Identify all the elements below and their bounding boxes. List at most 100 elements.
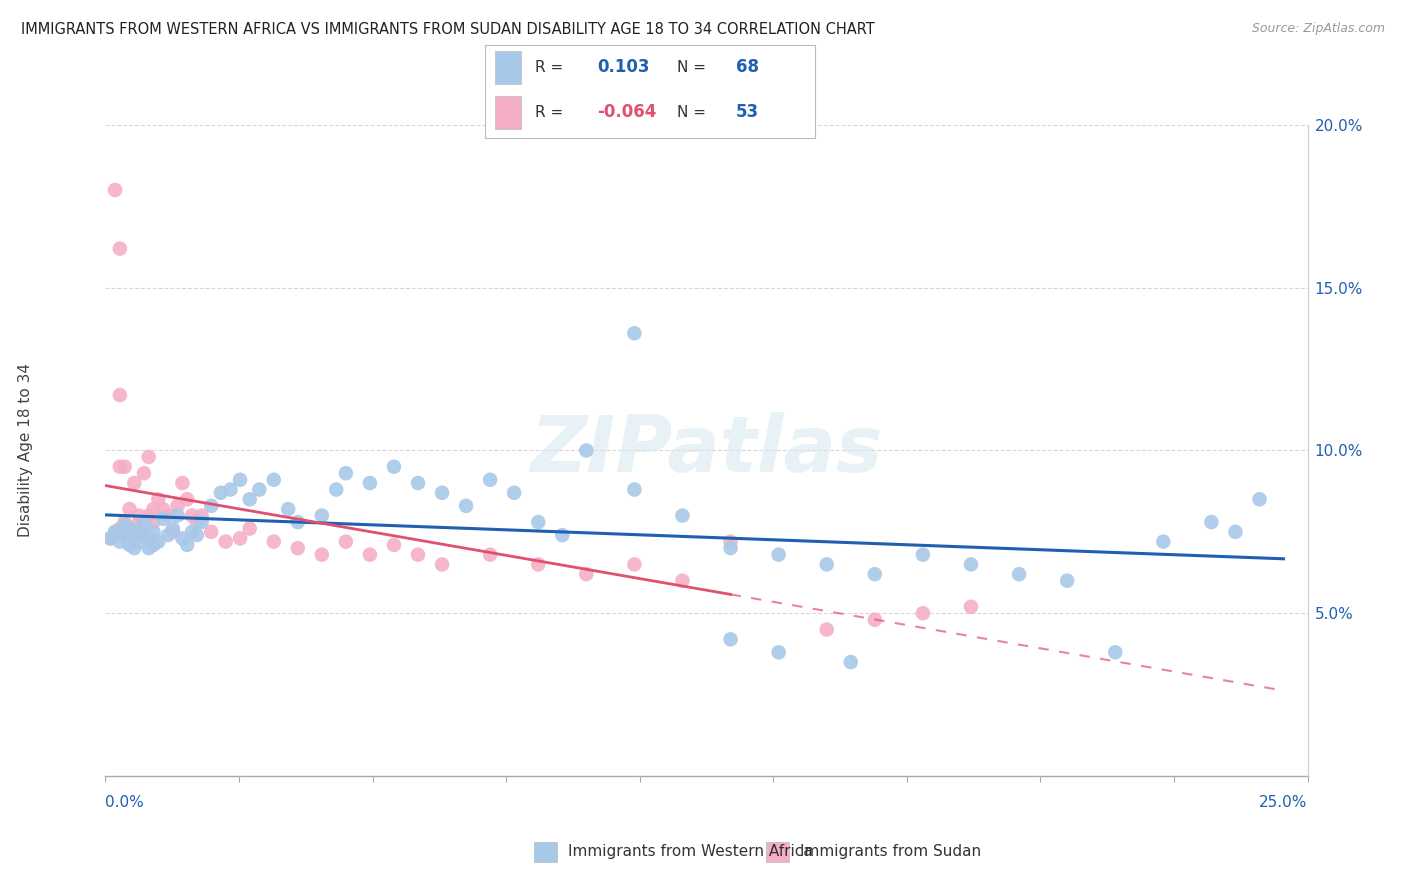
Point xyxy=(114,515,136,529)
Point xyxy=(124,532,146,546)
Point xyxy=(335,534,357,549)
Point xyxy=(152,502,174,516)
Point xyxy=(239,492,262,507)
Point xyxy=(209,485,232,500)
Text: R =: R = xyxy=(534,104,562,120)
Text: 0.0%: 0.0% xyxy=(105,796,145,810)
Point xyxy=(138,508,160,523)
Point xyxy=(768,645,790,659)
Point xyxy=(138,541,160,555)
Point xyxy=(142,515,165,529)
Point xyxy=(219,483,242,497)
Point xyxy=(720,541,742,555)
Text: -0.064: -0.064 xyxy=(598,103,657,121)
Point xyxy=(359,476,381,491)
Text: N =: N = xyxy=(676,104,706,120)
Point xyxy=(406,548,429,562)
Point xyxy=(1225,524,1247,539)
Point xyxy=(960,599,983,614)
Point xyxy=(247,483,270,497)
Text: Immigrants from Sudan: Immigrants from Sudan xyxy=(800,845,981,859)
Point xyxy=(671,574,693,588)
Point xyxy=(239,522,262,536)
Point xyxy=(623,558,645,572)
Point xyxy=(118,502,141,516)
Bar xyxy=(495,96,522,129)
Text: Source: ZipAtlas.com: Source: ZipAtlas.com xyxy=(1251,22,1385,36)
Point xyxy=(98,532,121,546)
Point xyxy=(128,524,150,539)
Point xyxy=(551,528,574,542)
Point xyxy=(229,532,252,546)
Text: 53: 53 xyxy=(737,103,759,121)
Point xyxy=(263,534,285,549)
Point xyxy=(108,242,131,256)
Point xyxy=(815,558,838,572)
Point xyxy=(132,528,155,542)
Point xyxy=(108,459,131,474)
Point xyxy=(359,548,381,562)
Point xyxy=(1104,645,1126,659)
Point xyxy=(214,534,236,549)
Point xyxy=(311,508,333,523)
Point xyxy=(118,524,141,539)
Point xyxy=(176,492,198,507)
Point xyxy=(1008,567,1031,582)
Point xyxy=(172,476,194,491)
Point xyxy=(671,508,693,523)
Point xyxy=(124,524,146,539)
Point xyxy=(118,522,141,536)
Point xyxy=(863,567,886,582)
Point xyxy=(503,485,526,500)
Point xyxy=(911,548,934,562)
Point xyxy=(148,492,170,507)
Point xyxy=(128,515,150,529)
Point xyxy=(104,524,127,539)
Point xyxy=(104,183,127,197)
Point xyxy=(263,473,285,487)
Point xyxy=(108,388,131,402)
Point xyxy=(138,532,160,546)
Point xyxy=(815,623,838,637)
Point xyxy=(229,473,252,487)
Point xyxy=(186,515,208,529)
Point xyxy=(287,515,309,529)
Point xyxy=(1056,574,1078,588)
Point xyxy=(190,508,212,523)
Point xyxy=(311,548,333,562)
Text: R =: R = xyxy=(534,60,562,75)
Text: N =: N = xyxy=(676,60,706,75)
Point xyxy=(430,558,453,572)
Point xyxy=(114,518,136,533)
Point xyxy=(152,512,174,526)
Point xyxy=(114,459,136,474)
Point xyxy=(190,515,212,529)
Point xyxy=(454,499,477,513)
Point xyxy=(382,459,405,474)
Point xyxy=(162,522,184,536)
Point xyxy=(124,541,146,555)
Point xyxy=(132,515,155,529)
Point xyxy=(527,558,550,572)
Text: IMMIGRANTS FROM WESTERN AFRICA VS IMMIGRANTS FROM SUDAN DISABILITY AGE 18 TO 34 : IMMIGRANTS FROM WESTERN AFRICA VS IMMIGR… xyxy=(21,22,875,37)
Point xyxy=(430,485,453,500)
Point xyxy=(839,655,862,669)
Point xyxy=(142,502,165,516)
Point xyxy=(142,538,165,552)
Point xyxy=(200,524,222,539)
Point xyxy=(1152,534,1174,549)
Point xyxy=(960,558,983,572)
Point xyxy=(200,499,222,513)
Point xyxy=(132,524,155,539)
Point xyxy=(527,515,550,529)
Point xyxy=(768,548,790,562)
Text: ZIPatlas: ZIPatlas xyxy=(530,412,883,489)
Point xyxy=(181,508,204,523)
Point xyxy=(118,538,141,552)
Point xyxy=(181,524,204,539)
Point xyxy=(382,538,405,552)
Point xyxy=(287,541,309,555)
Point xyxy=(1249,492,1271,507)
Point xyxy=(124,476,146,491)
Point xyxy=(104,524,127,539)
